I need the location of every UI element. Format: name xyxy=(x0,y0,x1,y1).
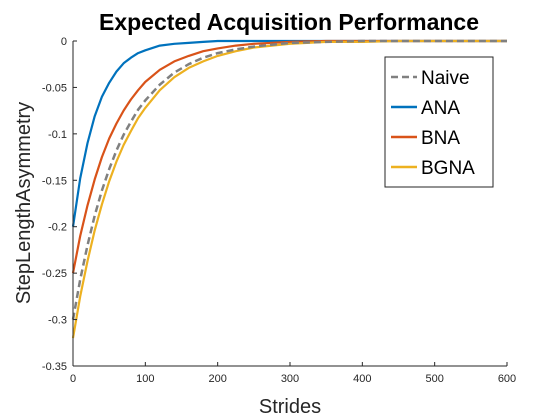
series-line-naive xyxy=(71,39,507,320)
y-tick-label: -0.35 xyxy=(42,361,67,373)
y-tick-label: -0.15 xyxy=(42,175,67,187)
legend-label-bna: BNA xyxy=(421,128,460,149)
x-tick-label: 200 xyxy=(208,373,226,385)
x-tick-label: 500 xyxy=(425,373,443,385)
x-tick-label: 600 xyxy=(498,373,516,385)
x-tick-label: 300 xyxy=(281,373,299,385)
y-tick-label: 0 xyxy=(61,36,67,48)
y-tick-label: -0.25 xyxy=(42,268,67,280)
legend: Naive ANA BNA BGNA xyxy=(384,56,494,188)
y-tick-label: -0.3 xyxy=(48,315,67,327)
y-tick-label: -0.2 xyxy=(48,222,67,234)
x-tick-label: 100 xyxy=(136,373,154,385)
x-tick-label: 0 xyxy=(70,373,76,385)
legend-label-bgna: BGNA xyxy=(421,158,475,179)
legend-label-naive: Naive xyxy=(421,68,470,89)
y-axis-label: StepLengthAsymmetry xyxy=(13,102,35,304)
legend-box xyxy=(384,56,494,188)
y-tick-label: -0.05 xyxy=(42,82,67,94)
x-tick-label: 400 xyxy=(353,373,371,385)
x-axis-label: Strides xyxy=(259,396,321,418)
series-line-bgna xyxy=(71,39,507,339)
legend-label-ana: ANA xyxy=(421,98,460,119)
axes-layer: 0 100 200 300 400 500 600 0 -0.05 -0.1 -0.15 -0.2 -0… xyxy=(42,36,516,385)
series-layer xyxy=(71,39,507,339)
chart-title: Expected Acquisition Performance xyxy=(99,9,479,35)
y-tick-label: -0.1 xyxy=(48,129,67,141)
